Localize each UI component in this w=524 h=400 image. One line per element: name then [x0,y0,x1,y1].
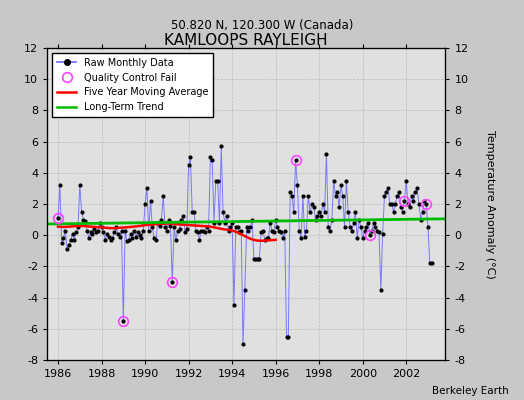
Text: Berkeley Earth: Berkeley Earth [432,386,508,396]
Legend: Raw Monthly Data, Quality Control Fail, Five Year Moving Average, Long-Term Tren: Raw Monthly Data, Quality Control Fail, … [52,53,213,117]
Text: 50.820 N, 120.300 W (Canada): 50.820 N, 120.300 W (Canada) [171,20,353,32]
Title: KAMLOOPS RAYLEIGH: KAMLOOPS RAYLEIGH [165,33,328,48]
Y-axis label: Temperature Anomaly (°C): Temperature Anomaly (°C) [485,130,495,278]
